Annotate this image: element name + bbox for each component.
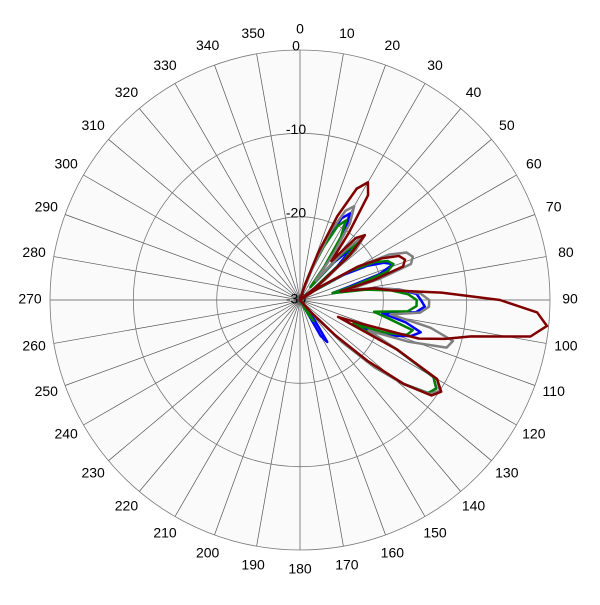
angle-tick-label: 240: [54, 426, 78, 442]
angle-tick-label: 120: [522, 426, 546, 442]
angle-grid-line: [83, 299, 301, 426]
angle-grid-line: [299, 299, 344, 547]
angle-grid-line: [174, 83, 301, 301]
angle-tick-label: 100: [554, 338, 578, 354]
angle-grid-line: [174, 299, 301, 517]
angle-tick-label: 330: [153, 57, 177, 73]
angle-tick-label: 320: [115, 84, 139, 100]
angle-grid-line: [83, 174, 301, 301]
angle-grid-line: [256, 53, 301, 301]
angle-tick-label: 220: [115, 498, 139, 514]
angle-tick-label: 160: [381, 544, 405, 560]
angle-tick-label: 340: [196, 37, 220, 53]
angle-grid-line: [53, 256, 301, 301]
angle-tick-label: 70: [546, 198, 562, 214]
angle-tick-label: 60: [526, 156, 542, 172]
angle-grid-line: [299, 299, 386, 536]
angle-tick-label: 40: [466, 84, 482, 100]
radial-grid-circle: [49, 49, 551, 551]
angle-tick-label: 50: [499, 117, 515, 133]
angle-grid-line: [108, 139, 301, 301]
angle-grid-line: [214, 64, 301, 301]
angle-tick-label: 140: [462, 498, 486, 514]
angle-tick-label: 300: [54, 156, 78, 172]
angle-grid-line: [299, 299, 461, 492]
radial-tick-label: -10: [286, 121, 306, 137]
angle-tick-label: 190: [241, 557, 265, 573]
angle-tick-label: 90: [562, 291, 578, 307]
angle-tick-label: 210: [153, 525, 177, 541]
angle-tick-label: 30: [427, 57, 443, 73]
angle-grid-line: [53, 299, 301, 344]
angle-tick-label: 200: [196, 544, 220, 560]
radial-grid-circle: [132, 132, 468, 468]
angle-grid-line: [108, 299, 301, 461]
angle-grid-line: [299, 299, 517, 426]
angle-grid-line: [64, 299, 301, 386]
angle-tick-label: 110: [543, 383, 566, 399]
angle-tick-label: 280: [22, 244, 46, 260]
angle-grid-line: [139, 299, 301, 492]
angle-tick-label: 290: [35, 198, 59, 214]
angle-tick-label: 270: [18, 291, 42, 307]
radial-tick-label: 0: [292, 38, 300, 54]
angle-grid-line: [299, 53, 344, 301]
angle-grid-line: [64, 214, 301, 301]
series-line: [298, 181, 549, 397]
angle-tick-label: 0: [296, 21, 304, 37]
angle-tick-label: 10: [339, 25, 355, 41]
angle-grid-line: [299, 214, 536, 301]
angle-tick-label: 80: [558, 244, 574, 260]
angle-tick-label: 20: [385, 37, 401, 53]
angle-tick-label: 260: [22, 338, 46, 354]
angle-grid-line: [299, 83, 426, 301]
radial-grid-circle: [216, 216, 384, 384]
angle-tick-label: 250: [35, 383, 59, 399]
angle-grid-line: [256, 299, 301, 547]
angle-tick-label: 350: [241, 25, 265, 41]
angle-tick-label: 130: [495, 464, 519, 480]
radial-tick-label: -20: [286, 204, 306, 220]
angle-tick-label: 150: [423, 525, 447, 541]
angle-tick-label: 180: [288, 561, 312, 577]
angle-tick-label: 170: [335, 557, 359, 573]
angle-tick-label: 230: [81, 464, 105, 480]
angle-grid-line: [139, 108, 301, 301]
angle-tick-label: 310: [81, 117, 105, 133]
angle-grid-line: [214, 299, 301, 536]
